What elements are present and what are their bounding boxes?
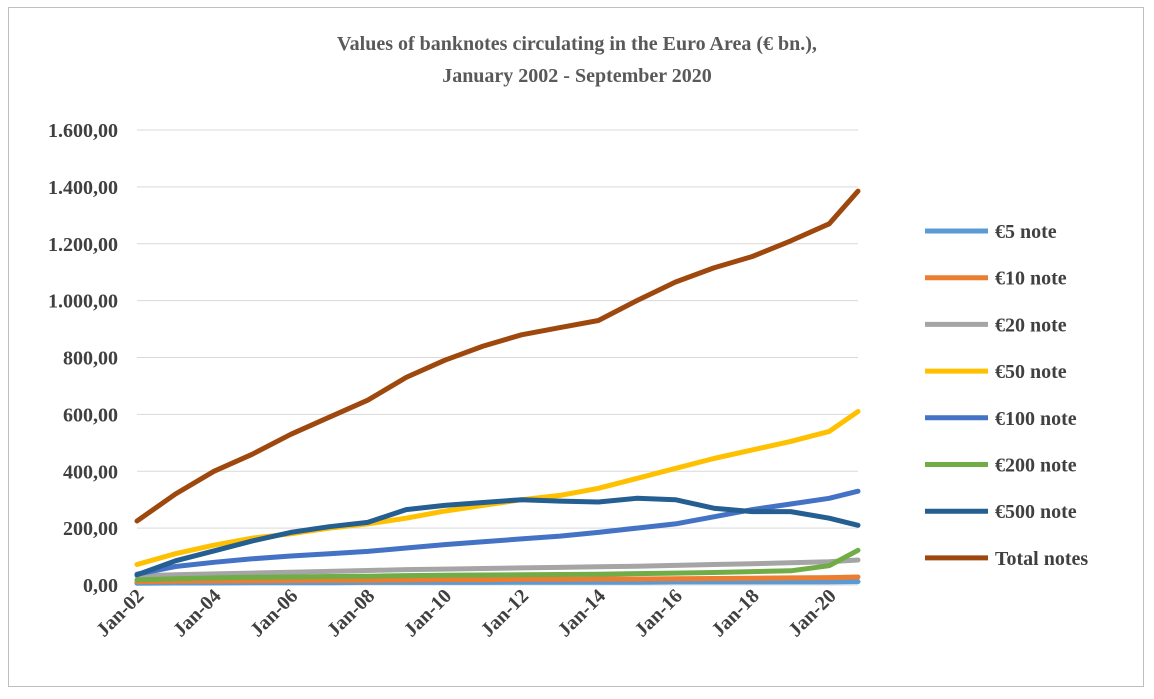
legend-label: €200 note	[995, 455, 1077, 477]
x-tick-label: Jan-16	[630, 585, 686, 641]
chart-subtitle: January 2002 - September 2020	[442, 65, 712, 87]
x-tick-label: Jan-14	[554, 585, 610, 641]
y-tick-label: 0,00	[83, 575, 118, 597]
legend-label: €10 note	[995, 268, 1067, 290]
legend-label: €5 note	[995, 221, 1057, 243]
legend: €5 note €10 note €20 note €50 note €100 note…	[925, 221, 1088, 570]
y-tick-label: 1.400,00	[48, 177, 118, 199]
y-tick-label: 1.000,00	[48, 291, 118, 313]
y-tick-label: 400,00	[63, 461, 118, 483]
x-tick-label: Jan-20	[784, 585, 840, 641]
gridlines	[137, 129, 858, 586]
legend-label: €500 note	[995, 501, 1077, 523]
x-axis-tick-labels: Jan-02 Jan-04 Jan-06 Jan-08 Jan-10 Jan-12 Jan-…	[92, 585, 841, 641]
series-lines	[134, 188, 861, 586]
y-axis-tick-labels: 0,00 200,00 400,00 600,00 800,00 1.000,00 1.20…	[48, 120, 118, 597]
x-tick-label: Jan-12	[477, 585, 533, 641]
series-line-2	[134, 557, 861, 579]
x-tick-label: Jan-06	[246, 585, 302, 641]
series-line-1	[134, 574, 861, 585]
legend-label: €50 note	[995, 361, 1067, 383]
y-tick-label: 1.600,00	[48, 120, 118, 142]
chart-title: Values of banknotes circulating in the E…	[337, 33, 817, 55]
legend-label: €20 note	[995, 314, 1067, 336]
y-tick-label: 600,00	[63, 404, 118, 426]
x-tick-label: Jan-04	[169, 585, 225, 641]
x-tick-label: Jan-10	[400, 585, 456, 641]
series-line-6	[134, 495, 861, 578]
x-tick-label: Jan-08	[323, 585, 379, 641]
series-line-5	[134, 547, 861, 583]
y-tick-label: 1.200,00	[48, 234, 118, 256]
y-tick-label: 200,00	[63, 518, 118, 540]
legend-label: Total notes	[995, 548, 1088, 570]
legend-label: €100 note	[995, 408, 1077, 430]
series-line-7	[134, 188, 861, 524]
y-tick-label: 800,00	[63, 348, 118, 370]
x-tick-label: Jan-18	[707, 585, 763, 641]
